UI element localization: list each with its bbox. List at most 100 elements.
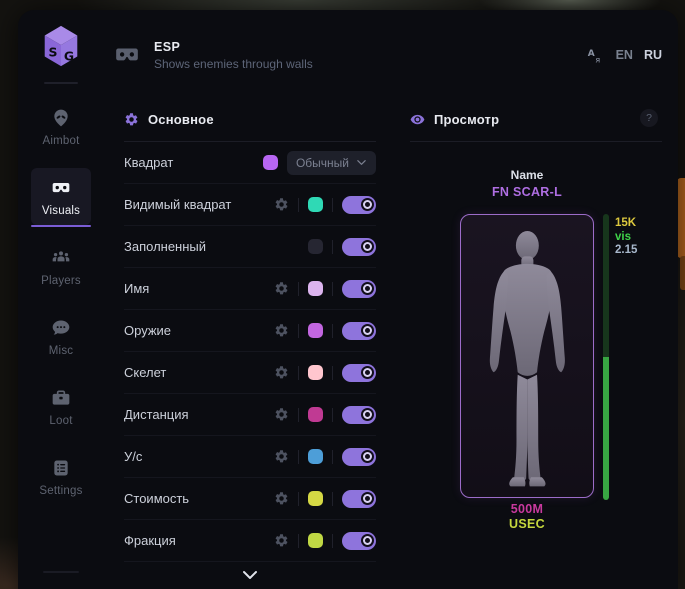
divider	[298, 281, 299, 296]
sidebar-item-loot[interactable]: Loot	[31, 378, 91, 435]
toggle-switch[interactable]	[342, 531, 376, 550]
target-name-block: Name FN SCAR-L	[460, 168, 594, 199]
sidebar-item-label: Visuals	[41, 205, 81, 217]
divider	[332, 407, 333, 422]
sidebar-nav: Aimbot Visuals Players Misc Loot Settings	[18, 98, 104, 518]
color-swatch[interactable]	[308, 365, 323, 380]
divider	[124, 141, 376, 142]
setting-label: Имя	[124, 281, 150, 296]
sidebar-item-label: Misc	[48, 345, 74, 357]
setting-label: Оружие	[124, 323, 172, 338]
settings-section-header: Основное	[124, 106, 376, 132]
setting-row-заполненный: Заполненный	[124, 226, 376, 268]
toggle-switch[interactable]	[342, 279, 376, 298]
setting-controls	[274, 195, 376, 214]
color-swatch[interactable]	[308, 197, 323, 212]
lang-option-ru[interactable]: RU	[643, 48, 662, 62]
toggle-switch[interactable]	[342, 237, 376, 256]
dropdown-value: Обычный	[295, 155, 349, 170]
divider	[332, 239, 333, 254]
header-text: ESP Shows enemies through walls	[154, 40, 313, 71]
setting-label: Фракция	[124, 533, 176, 548]
lang-option-en[interactable]: EN	[615, 48, 633, 62]
gear-icon[interactable]	[274, 407, 289, 422]
color-swatch[interactable]	[308, 281, 323, 296]
toggle-switch[interactable]	[342, 195, 376, 214]
gear-icon[interactable]	[274, 365, 289, 380]
divider	[332, 197, 333, 212]
divider	[44, 82, 78, 84]
divider	[298, 365, 299, 380]
health-bar-remaining	[603, 357, 609, 500]
setting-controls	[274, 321, 376, 340]
toggle-knob	[360, 366, 374, 379]
color-swatch[interactable]	[308, 407, 323, 422]
stat-value: 15K	[615, 217, 637, 229]
health-bar-depleted	[603, 214, 609, 357]
color-swatch[interactable]	[262, 155, 278, 170]
sidebar-item-players[interactable]: Players	[31, 238, 91, 295]
divider	[298, 449, 299, 464]
sidebar-item-label: Aimbot	[42, 135, 80, 147]
toggle-switch[interactable]	[342, 363, 376, 382]
gear-icon[interactable]	[274, 533, 289, 548]
health-bar	[603, 214, 609, 500]
gear-icon[interactable]	[274, 449, 289, 464]
setting-controls	[274, 363, 376, 382]
color-swatch[interactable]	[308, 323, 323, 338]
toggle-knob	[360, 324, 374, 337]
settings-rows: Квадрат Обычный Видимый квадрат Заполненный…	[124, 142, 376, 562]
toggle-switch[interactable]	[342, 447, 376, 466]
setting-label: Заполненный	[124, 239, 207, 254]
sidebar-item-aimbot[interactable]: Aimbot	[31, 98, 91, 155]
toggle-switch[interactable]	[342, 489, 376, 508]
page-subtitle: Shows enemies through walls	[154, 56, 313, 71]
help-button[interactable]: ?	[640, 109, 658, 127]
section-title: Просмотр	[434, 111, 500, 127]
setting-controls	[274, 447, 376, 466]
sidebar-item-label: Players	[41, 275, 81, 287]
divider	[298, 323, 299, 338]
divider	[332, 281, 333, 296]
setting-controls	[308, 237, 376, 256]
chevron-down-icon	[356, 157, 367, 168]
setting-controls	[274, 531, 376, 550]
target-weapon-label: FN SCAR-L	[491, 185, 563, 199]
setting-label: Стоимость	[124, 491, 190, 506]
gear-icon[interactable]	[274, 197, 289, 212]
sidebar-item-misc[interactable]: Misc	[31, 308, 91, 365]
setting-label: У/с	[124, 449, 143, 464]
sidebar-item-label: Loot	[49, 415, 73, 427]
toggle-switch[interactable]	[342, 405, 376, 424]
goggles-icon	[51, 178, 71, 198]
target-name-label: Name	[510, 168, 544, 182]
toggle-knob	[360, 492, 374, 505]
divider	[298, 533, 299, 548]
sidebar-item-label: Settings	[39, 485, 83, 497]
players-icon	[51, 248, 71, 268]
gear-icon	[124, 112, 139, 127]
language-options: EN RU	[616, 48, 662, 62]
gear-icon[interactable]	[274, 323, 289, 338]
toggle-knob	[360, 240, 374, 253]
dropdown[interactable]: Обычный	[286, 150, 376, 175]
page-title: ESP	[154, 39, 181, 54]
setting-controls: Обычный	[262, 150, 376, 175]
setting-controls	[274, 489, 376, 508]
sidebar-item-visuals[interactable]: Visuals	[31, 168, 91, 227]
setting-label: Квадрат	[124, 155, 174, 170]
color-swatch[interactable]	[308, 533, 323, 548]
color-swatch[interactable]	[308, 239, 323, 254]
divider	[410, 141, 662, 142]
color-swatch[interactable]	[308, 449, 323, 464]
expand-more-button[interactable]	[124, 569, 376, 581]
gear-icon[interactable]	[274, 491, 289, 506]
setting-label: Видимый квадрат	[124, 197, 232, 212]
color-swatch[interactable]	[308, 491, 323, 506]
sidebar-item-settings[interactable]: Settings	[31, 448, 91, 505]
setting-row-видимый-квадрат: Видимый квадрат	[124, 184, 376, 226]
toggle-switch[interactable]	[342, 321, 376, 340]
gear-icon[interactable]	[274, 281, 289, 296]
